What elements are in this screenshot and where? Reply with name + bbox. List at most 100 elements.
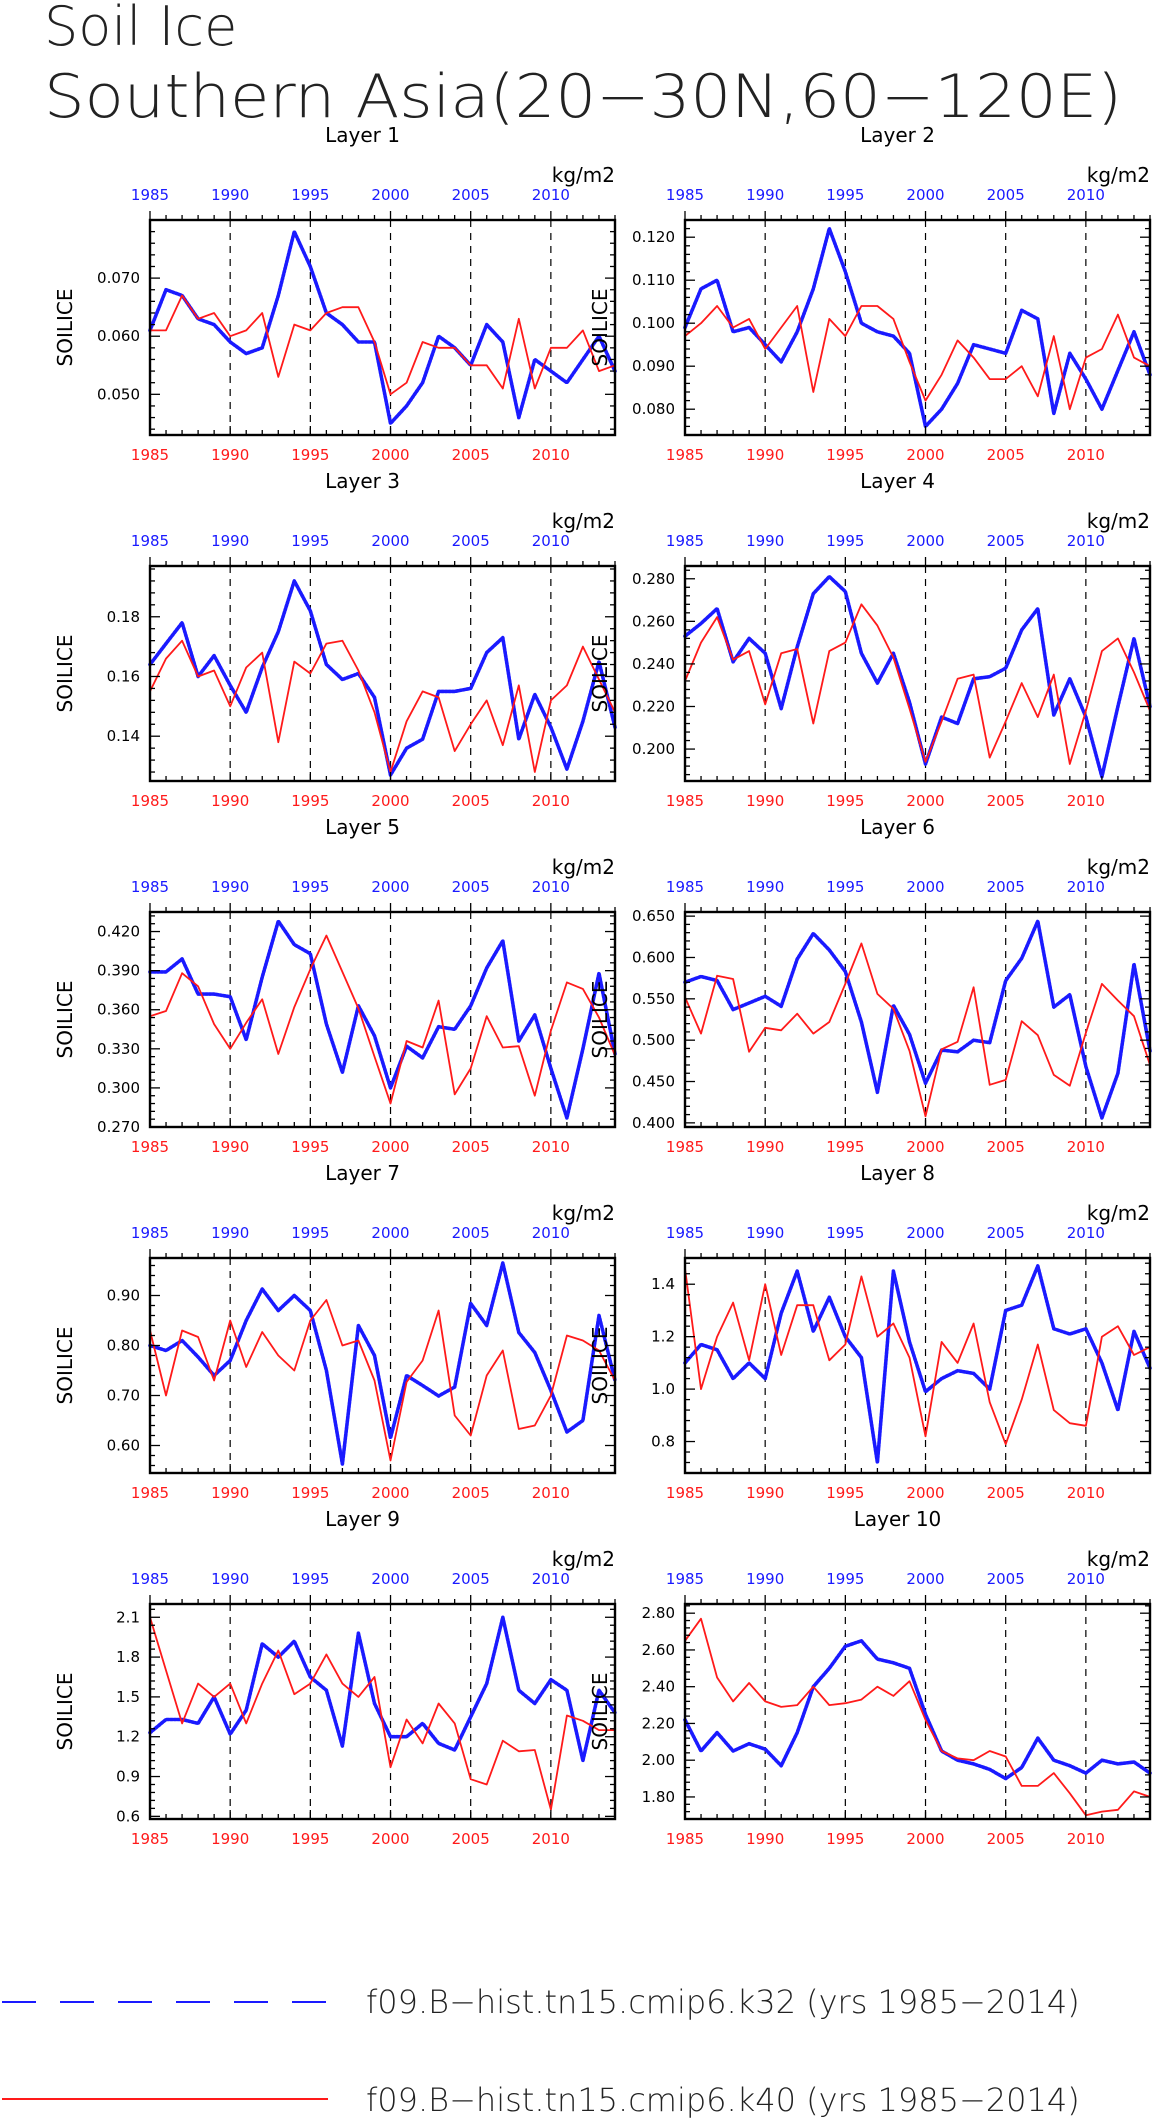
x-tick-label-top: 1985 xyxy=(666,186,704,204)
panel-layer-2: Layer 2 kg/m2 SOILICE 1985 1985 1990 1990 1995 1… xyxy=(588,123,1152,464)
panel-layer-4: Layer 4 kg/m2 SOILICE 1985 1985 1990 1990 1995 1… xyxy=(588,469,1152,810)
y-tick-label: 0.16 xyxy=(107,667,140,685)
y-tick-label: 0.9 xyxy=(116,1768,140,1786)
y-tick-label: 1.80 xyxy=(642,1788,675,1806)
x-tick-label-bottom: 2000 xyxy=(371,1830,409,1848)
x-tick-label-top: 2010 xyxy=(532,878,570,896)
y-tick-label: 0.60 xyxy=(107,1437,140,1455)
x-tick-label-top: 1985 xyxy=(131,532,169,550)
y-tick-label: 0.110 xyxy=(632,271,675,289)
x-tick-label-top: 2010 xyxy=(532,186,570,204)
x-tick-label-bottom: 2010 xyxy=(532,1484,570,1502)
x-tick-label-bottom: 1985 xyxy=(131,1138,169,1156)
plot-frame xyxy=(148,564,617,783)
figure-title-line1: Soil Ice xyxy=(44,0,237,58)
x-tick-label-bottom: 2010 xyxy=(532,792,570,810)
x-tick-label-bottom: 2000 xyxy=(906,792,944,810)
x-tick-label-bottom: 1990 xyxy=(211,446,249,464)
x-tick-label-bottom: 2000 xyxy=(371,446,409,464)
y-tick-label: 0.650 xyxy=(632,907,675,925)
y-tick-label: 2.80 xyxy=(642,1604,675,1622)
x-tick-label-bottom: 1985 xyxy=(666,1830,704,1848)
series-line-k32 xyxy=(148,579,617,777)
x-tick-label-top: 1985 xyxy=(666,1570,704,1588)
x-tick-label-bottom: 1995 xyxy=(291,1830,329,1848)
y-tick-label: 0.100 xyxy=(632,314,675,332)
x-tick-label-top: 2000 xyxy=(371,532,409,550)
x-tick-label-bottom: 1995 xyxy=(826,1484,864,1502)
y-tick-label: 0.200 xyxy=(632,740,675,758)
y-tick-label: 0.220 xyxy=(632,697,675,715)
y-tick-label: 0.500 xyxy=(632,1031,675,1049)
plot-frame xyxy=(148,218,617,437)
legend-label-k40: f09.B−hist.tn15.cmip6.k40 (yrs 1985−2014… xyxy=(366,2081,1080,2119)
unit-label: kg/m2 xyxy=(1087,855,1150,879)
x-tick-label-bottom: 1995 xyxy=(826,1830,864,1848)
x-tick-label-top: 2005 xyxy=(452,532,490,550)
y-tick-label: 1.2 xyxy=(651,1328,675,1346)
y-tick-label: 0.060 xyxy=(97,327,140,345)
series-line-k40 xyxy=(684,603,1151,765)
y-axis-label: SOILICE xyxy=(588,289,612,367)
x-tick-label-top: 2010 xyxy=(1067,1224,1105,1242)
unit-label: kg/m2 xyxy=(1087,509,1150,533)
x-tick-label-top: 1985 xyxy=(666,1224,704,1242)
panel-layer-5: Layer 5 kg/m2 SOILICE 1985 1985 1990 1990 1995 1… xyxy=(53,815,617,1156)
panel-grid: Layer 1 kg/m2 SOILICE 1985 1985 1990 1990 1995 1… xyxy=(53,123,1152,1848)
y-tick-label: 1.4 xyxy=(651,1275,675,1293)
x-tick-label-top: 1990 xyxy=(211,1224,249,1242)
unit-label: kg/m2 xyxy=(552,1201,615,1225)
unit-label: kg/m2 xyxy=(552,1547,615,1571)
x-tick-label-top: 1990 xyxy=(746,186,784,204)
x-tick-label-top: 2005 xyxy=(987,532,1025,550)
x-tick-label-bottom: 2005 xyxy=(987,1830,1025,1848)
y-tick-label: 2.40 xyxy=(642,1678,675,1696)
x-tick-label-bottom: 1995 xyxy=(291,446,329,464)
x-tick-label-top: 2000 xyxy=(906,1224,944,1242)
x-tick-label-bottom: 1985 xyxy=(666,446,704,464)
panel-title: Layer 5 xyxy=(325,815,400,839)
y-axis-label: SOILICE xyxy=(588,1673,612,1751)
x-tick-label-bottom: 1985 xyxy=(131,1830,169,1848)
y-axis-label: SOILICE xyxy=(588,635,612,713)
series-line-k32 xyxy=(683,1264,1152,1465)
y-tick-label: 0.400 xyxy=(632,1114,675,1132)
x-tick-label-bottom: 1995 xyxy=(291,792,329,810)
y-axis-label: SOILICE xyxy=(588,981,612,1059)
series-line-k40 xyxy=(149,934,616,1105)
y-tick-label: 0.090 xyxy=(632,357,675,375)
x-tick-label-bottom: 2000 xyxy=(906,446,944,464)
x-tick-label-top: 2010 xyxy=(1067,1570,1105,1588)
x-tick-label-top: 1990 xyxy=(746,1224,784,1242)
x-tick-label-bottom: 2005 xyxy=(987,1484,1025,1502)
x-tick-label-bottom: 2010 xyxy=(532,1830,570,1848)
x-tick-label-top: 2000 xyxy=(371,1570,409,1588)
panel-layer-7: Layer 7 kg/m2 SOILICE 1985 1985 1990 1990 1995 1… xyxy=(53,1161,617,1502)
x-tick-label-bottom: 2005 xyxy=(987,792,1025,810)
series-line-k40 xyxy=(149,1616,616,1811)
panel-title: Layer 9 xyxy=(325,1507,400,1531)
series-line-k32 xyxy=(683,226,1152,429)
x-tick-label-bottom: 1985 xyxy=(131,446,169,464)
x-tick-label-bottom: 2010 xyxy=(1067,792,1105,810)
y-tick-label: 0.330 xyxy=(97,1040,140,1058)
x-tick-label-bottom: 2010 xyxy=(1067,446,1105,464)
x-tick-label-top: 1995 xyxy=(291,1570,329,1588)
y-tick-label: 0.550 xyxy=(632,990,675,1008)
plot-frame xyxy=(683,218,1152,437)
legend: f09.B−hist.tn15.cmip6.k32 (yrs 1985−2014… xyxy=(2,1983,1080,2119)
series-line-k32 xyxy=(683,919,1152,1120)
x-tick-label-bottom: 2000 xyxy=(371,792,409,810)
series-line-k32 xyxy=(148,1615,617,1763)
x-tick-label-bottom: 1990 xyxy=(746,1484,784,1502)
x-tick-label-top: 1995 xyxy=(826,1224,864,1242)
series-line-k40 xyxy=(684,1267,1151,1446)
x-tick-label-top: 2010 xyxy=(532,1224,570,1242)
panel-layer-8: Layer 8 kg/m2 SOILICE 1985 1985 1990 1990 1995 1… xyxy=(588,1161,1152,1502)
x-tick-label-top: 1985 xyxy=(131,186,169,204)
plot-frame xyxy=(683,910,1152,1129)
y-tick-label: 0.050 xyxy=(97,385,140,403)
x-tick-label-top: 1995 xyxy=(826,186,864,204)
x-tick-label-top: 1990 xyxy=(211,1570,249,1588)
